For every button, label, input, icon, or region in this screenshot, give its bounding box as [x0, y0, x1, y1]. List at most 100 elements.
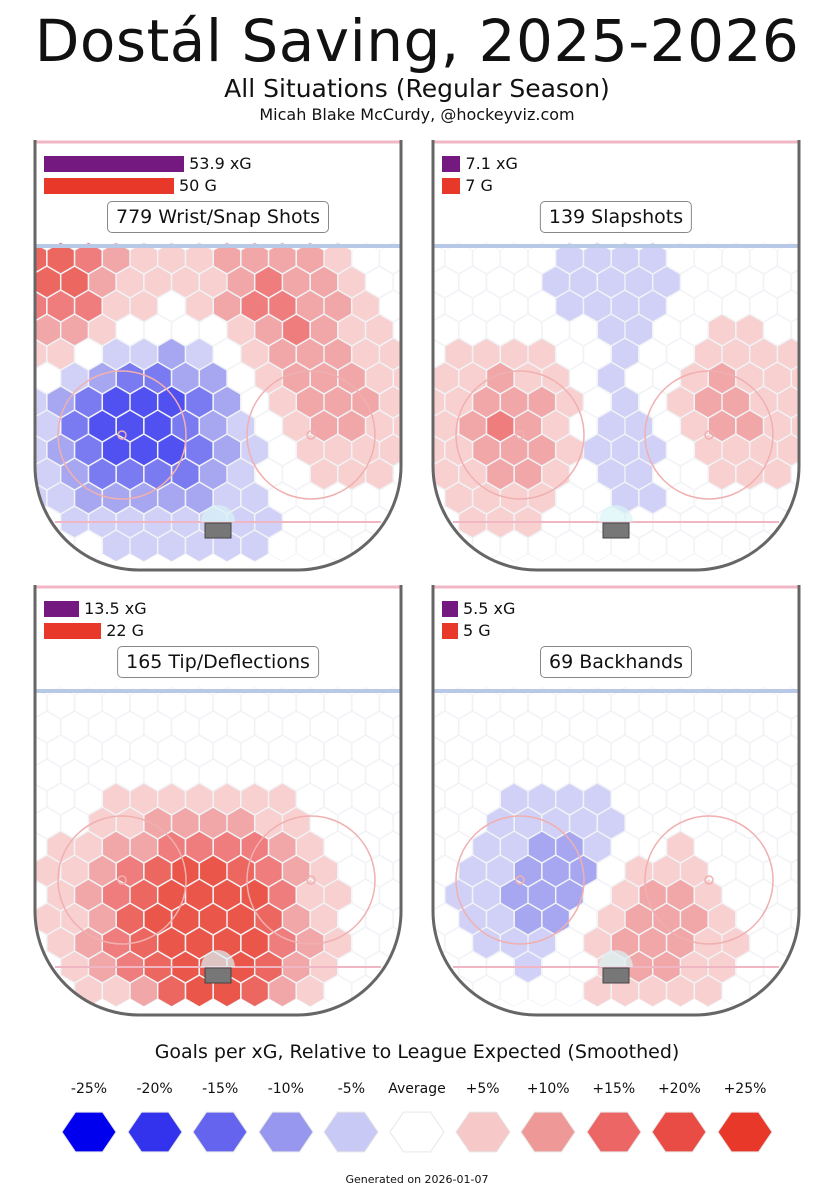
hex-cell: [791, 506, 799, 538]
hex-cell: [143, 410, 172, 442]
legend-title: Goals per xG, Relative to League Expecte…: [154, 1041, 680, 1063]
legend-hex: [126, 1111, 183, 1153]
hex-cell: [500, 687, 528, 719]
hex-cell: [351, 290, 380, 322]
hex-cell: [500, 386, 528, 418]
hex-cell: [472, 482, 501, 514]
hex-cell: [458, 903, 487, 935]
hex-cell: [722, 879, 750, 911]
hex-cell: [500, 783, 528, 815]
hex-cell: [185, 687, 214, 719]
hex-cell: [102, 735, 130, 767]
hex-cell: [116, 314, 144, 346]
hex-cell: [35, 362, 61, 394]
hex-cell: [611, 290, 639, 322]
hex-cell: [268, 783, 297, 815]
hex-cell: [708, 855, 736, 887]
hex-cell: [102, 482, 130, 514]
hex-cell: [310, 266, 338, 298]
faceoff-circle: [246, 370, 376, 500]
hex-cell: [528, 386, 556, 418]
legend-swatch: [61, 1111, 117, 1153]
page-title: Dostál Saving, 2025-2026: [34, 7, 800, 75]
hex-cell: [254, 711, 283, 743]
hex-cell: [708, 266, 736, 298]
hex-cell: [130, 927, 158, 959]
legend-hex: [454, 1111, 511, 1153]
hex-cell: [472, 434, 501, 466]
hex-cell: [597, 266, 625, 298]
hex-cell: [749, 290, 778, 322]
faceoff-dot: [306, 875, 316, 885]
hex-cell: [324, 386, 352, 418]
hex-cell: [157, 482, 186, 514]
hex-cell: [458, 410, 487, 442]
hex-cell: [185, 927, 214, 959]
hex-cell: [680, 266, 709, 298]
hex-cell: [433, 687, 445, 719]
hex-cell: [666, 975, 695, 1007]
hex-cell: [337, 362, 366, 394]
hex-cell: [130, 242, 158, 274]
hex-cell: [102, 687, 130, 719]
hex-cell: [680, 903, 709, 935]
hex-cell: [611, 434, 639, 466]
hex-cell: [35, 831, 47, 863]
hex-cell: [60, 759, 89, 791]
legend-swatch: [258, 1111, 314, 1153]
hex-cell: [324, 434, 352, 466]
goal-net: [204, 522, 232, 539]
hex-cell: [583, 735, 612, 767]
hex-cell: [666, 783, 695, 815]
hex-cell: [324, 735, 352, 767]
hex-cell: [555, 783, 584, 815]
hex-cell: [611, 386, 639, 418]
hex-cell: [749, 434, 778, 466]
hex-cell: [351, 879, 380, 911]
hex-cell: [60, 711, 89, 743]
hex-cell: [722, 386, 750, 418]
hex-cell: [472, 687, 501, 719]
goal-crease: [599, 950, 633, 967]
hex-cell: [638, 927, 667, 959]
hex-cell: [680, 314, 709, 346]
page-subtitle: All Situations (Regular Season): [224, 74, 610, 103]
hex-cell: [268, 879, 297, 911]
hex-cell: [583, 482, 612, 514]
hex-cell: [35, 735, 47, 767]
hex-cell: [46, 879, 75, 911]
hex-cell: [130, 975, 158, 1007]
hex-cell: [433, 458, 459, 490]
shot-count-label: 139 Slapshots: [539, 201, 693, 233]
hex-cell: [555, 242, 584, 274]
hex-cell: [625, 807, 653, 839]
legend-label: +5%: [465, 1081, 500, 1097]
hex-cell: [268, 687, 297, 719]
hex-cell: [171, 711, 200, 743]
hex-cell: [351, 927, 380, 959]
faceoff-dot: [704, 875, 714, 885]
hex-cell: [680, 458, 709, 490]
hex-cell: [638, 290, 667, 322]
hex-cell: [638, 530, 667, 562]
hex-cell: [569, 759, 598, 791]
hex-cell: [240, 783, 269, 815]
hex-cell: [310, 314, 338, 346]
hex-cell: [46, 687, 75, 719]
hex-cell: [611, 735, 639, 767]
hex-cell: [597, 314, 625, 346]
hex-cell: [666, 687, 695, 719]
hex-cell: [694, 338, 722, 370]
hex-cell: [74, 879, 103, 911]
hex-cell: [458, 711, 487, 743]
hex-cell: [694, 831, 722, 863]
hex-cell: [365, 458, 394, 490]
hex-cell: [735, 759, 764, 791]
hex-cell: [365, 759, 394, 791]
hex-cell: [735, 266, 764, 298]
hex-cell: [555, 338, 584, 370]
xg-bar: [442, 601, 458, 617]
hex-cell: [379, 530, 401, 562]
hex-cell: [157, 831, 186, 863]
hex-cell: [199, 855, 227, 887]
